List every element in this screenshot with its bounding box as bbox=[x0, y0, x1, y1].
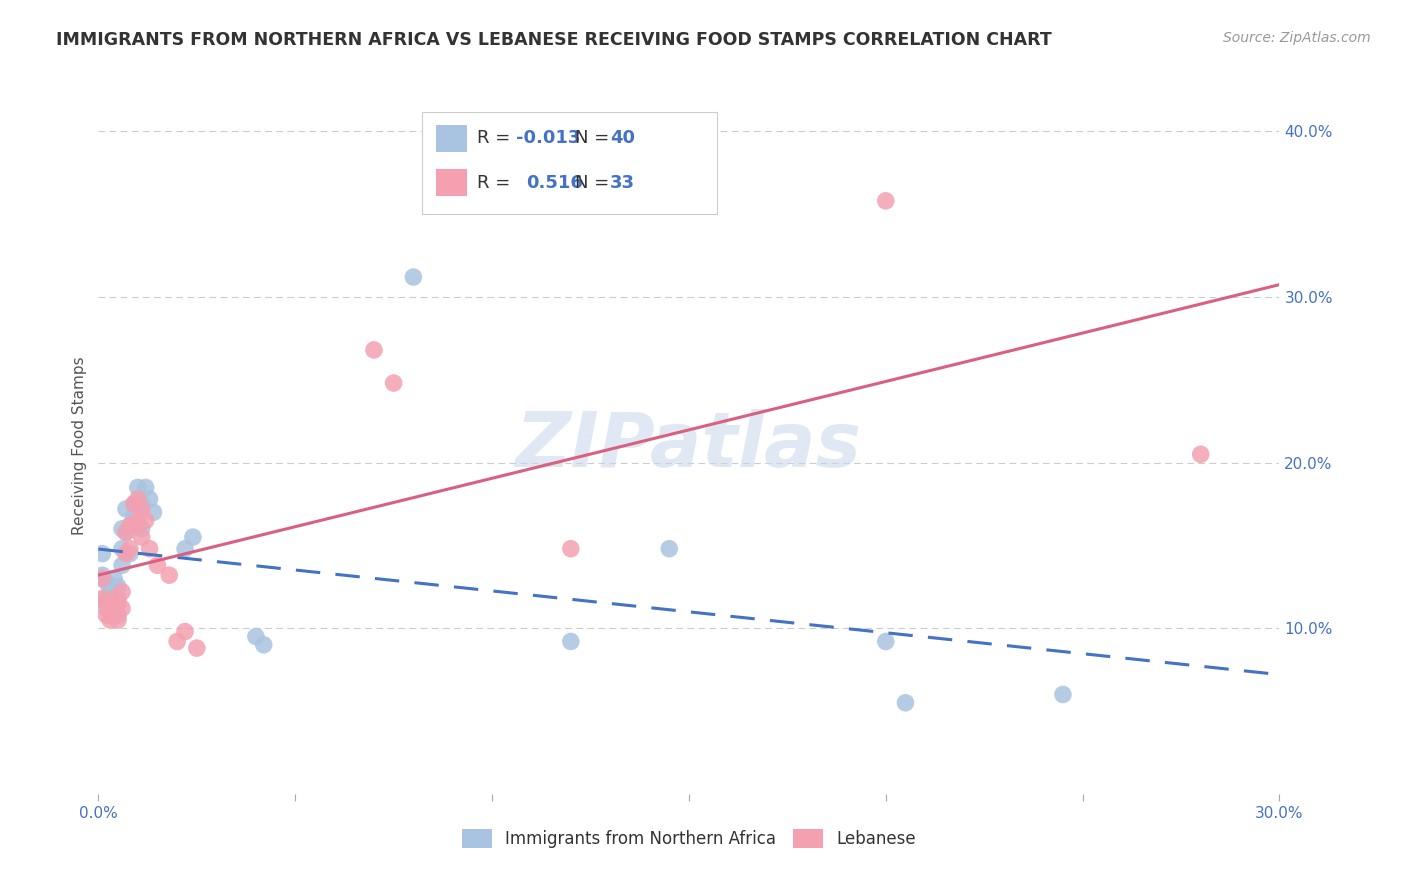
Point bbox=[118, 541, 141, 556]
Point bbox=[138, 541, 160, 556]
Point bbox=[186, 641, 208, 656]
Point bbox=[245, 630, 267, 644]
Point bbox=[96, 574, 118, 589]
Point bbox=[91, 572, 114, 586]
Point bbox=[107, 607, 129, 622]
Text: 0.516: 0.516 bbox=[526, 174, 582, 192]
Point bbox=[402, 270, 425, 285]
Point bbox=[560, 541, 582, 556]
Legend: Immigrants from Northern Africa, Lebanese: Immigrants from Northern Africa, Lebanes… bbox=[456, 822, 922, 855]
Point bbox=[111, 601, 134, 615]
Point bbox=[91, 547, 114, 561]
Text: 33: 33 bbox=[610, 174, 636, 192]
Point bbox=[107, 580, 129, 594]
Point bbox=[115, 547, 138, 561]
Point bbox=[253, 638, 276, 652]
Point bbox=[103, 591, 125, 606]
Point bbox=[98, 601, 121, 615]
Point bbox=[98, 613, 121, 627]
Point bbox=[157, 568, 180, 582]
Point bbox=[96, 607, 118, 622]
Point bbox=[118, 518, 141, 533]
Text: IMMIGRANTS FROM NORTHERN AFRICA VS LEBANESE RECEIVING FOOD STAMPS CORRELATION CH: IMMIGRANTS FROM NORTHERN AFRICA VS LEBAN… bbox=[56, 31, 1052, 49]
Point bbox=[131, 502, 153, 516]
Point bbox=[122, 508, 145, 523]
Point bbox=[382, 376, 405, 390]
Point bbox=[1052, 688, 1074, 702]
Point bbox=[560, 634, 582, 648]
Point bbox=[98, 596, 121, 610]
Point bbox=[142, 505, 165, 519]
Point bbox=[111, 522, 134, 536]
Point bbox=[107, 613, 129, 627]
Point bbox=[118, 547, 141, 561]
Point bbox=[111, 541, 134, 556]
Point bbox=[122, 497, 145, 511]
Text: N =: N = bbox=[575, 174, 614, 192]
Point bbox=[98, 607, 121, 622]
Point bbox=[96, 591, 118, 606]
Point bbox=[115, 525, 138, 540]
Point bbox=[875, 194, 897, 208]
Text: ZIPatlas: ZIPatlas bbox=[516, 409, 862, 483]
Text: -0.013: -0.013 bbox=[516, 129, 581, 147]
Point bbox=[135, 514, 157, 528]
Point bbox=[131, 530, 153, 544]
Point bbox=[103, 591, 125, 606]
Text: R =: R = bbox=[477, 174, 516, 192]
Point bbox=[122, 518, 145, 533]
Point bbox=[1189, 447, 1212, 461]
Point bbox=[111, 558, 134, 573]
Point bbox=[127, 491, 149, 506]
Point bbox=[131, 497, 153, 511]
Point bbox=[91, 591, 114, 606]
Point bbox=[103, 607, 125, 622]
Point bbox=[118, 518, 141, 533]
Point bbox=[115, 502, 138, 516]
Point bbox=[127, 518, 149, 533]
Text: Source: ZipAtlas.com: Source: ZipAtlas.com bbox=[1223, 31, 1371, 45]
Point bbox=[103, 601, 125, 615]
Point bbox=[146, 558, 169, 573]
Point bbox=[894, 696, 917, 710]
Point bbox=[135, 480, 157, 494]
Point bbox=[96, 601, 118, 615]
Point bbox=[115, 525, 138, 540]
Point bbox=[96, 596, 118, 610]
Point bbox=[91, 568, 114, 582]
Y-axis label: Receiving Food Stamps: Receiving Food Stamps bbox=[72, 357, 87, 535]
Text: 40: 40 bbox=[610, 129, 636, 147]
Point bbox=[363, 343, 385, 357]
Point bbox=[658, 541, 681, 556]
Point bbox=[875, 634, 897, 648]
Point bbox=[122, 497, 145, 511]
Point bbox=[98, 584, 121, 599]
Point bbox=[181, 530, 204, 544]
Point bbox=[174, 541, 197, 556]
Point bbox=[127, 480, 149, 494]
Point bbox=[131, 522, 153, 536]
Text: R =: R = bbox=[477, 129, 516, 147]
Point bbox=[127, 514, 149, 528]
Point bbox=[166, 634, 188, 648]
Point bbox=[107, 591, 129, 606]
Point bbox=[138, 491, 160, 506]
Text: N =: N = bbox=[575, 129, 614, 147]
Point bbox=[103, 572, 125, 586]
Point bbox=[174, 624, 197, 639]
Point bbox=[107, 596, 129, 610]
Point bbox=[111, 584, 134, 599]
